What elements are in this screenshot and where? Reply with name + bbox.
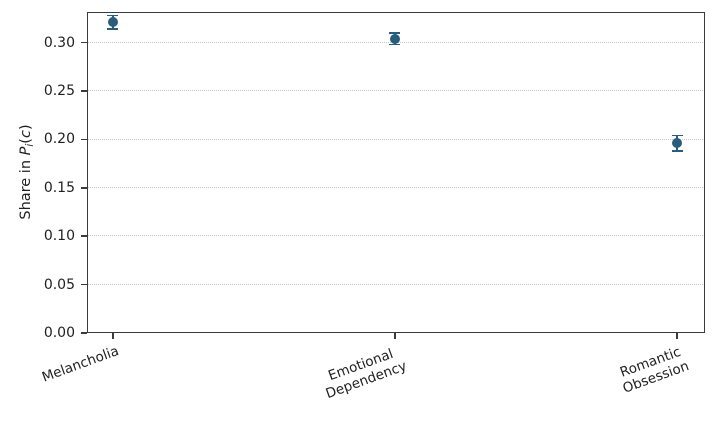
y-axis-title: Share in Pi(c) bbox=[18, 124, 36, 219]
y-tick-label-0.25: 0.25 bbox=[43, 82, 75, 99]
y-tick-label-0.00: 0.00 bbox=[43, 325, 75, 341]
error-cap-top-romantic-obsession bbox=[671, 134, 683, 137]
data-point-emotional-dependency bbox=[389, 33, 400, 44]
plot-frame bbox=[87, 12, 705, 333]
y-tick-label-0.05: 0.05 bbox=[43, 276, 75, 293]
y-tick-label-0.15: 0.15 bbox=[43, 179, 75, 196]
gridline-0.15 bbox=[87, 186, 705, 188]
error-cap-top-melancholia bbox=[107, 14, 119, 17]
y-axis-title-symbol: P bbox=[18, 146, 34, 156]
error-cap-bottom-melancholia bbox=[107, 28, 119, 30]
y-tick-0.30 bbox=[81, 41, 87, 44]
y-tick-0.15 bbox=[81, 187, 87, 189]
data-point-melancholia bbox=[107, 17, 118, 28]
y-tick-0.20 bbox=[81, 138, 87, 141]
x-tick-emotional-dependency bbox=[394, 333, 396, 339]
x-tick-label-melancholia: Melancholia bbox=[40, 343, 122, 386]
x-tick-romantic-obsession bbox=[676, 333, 678, 339]
gridline-0.10 bbox=[87, 235, 705, 237]
x-tick-melancholia bbox=[112, 333, 114, 339]
y-axis-title-arg: c bbox=[18, 130, 34, 139]
gridline-0.25 bbox=[87, 90, 705, 92]
y-axis-title-text: Share in bbox=[18, 155, 34, 220]
y-tick-label-0.30: 0.30 bbox=[43, 34, 75, 51]
error-cap-bottom-emotional-dependency bbox=[389, 43, 401, 46]
gridline-0.20 bbox=[87, 138, 705, 140]
data-point-romantic-obsession bbox=[672, 138, 683, 149]
error-cap-top-emotional-dependency bbox=[389, 32, 401, 34]
y-tick-label-0.20: 0.20 bbox=[43, 131, 75, 148]
y-tick-0.05 bbox=[81, 283, 87, 286]
error-cap-bottom-romantic-obsession bbox=[671, 150, 683, 152]
y-tick-0.00 bbox=[81, 332, 87, 334]
y-axis-title-paren-close: ) bbox=[18, 124, 34, 131]
x-tick-label-romantic-obsession: Romantic Obsession bbox=[617, 343, 692, 397]
y-axis-title-subscript: i bbox=[24, 143, 36, 147]
y-tick-0.25 bbox=[81, 90, 87, 92]
y-axis-title-paren-open: ( bbox=[18, 138, 34, 144]
y-tick-label-0.10: 0.10 bbox=[43, 228, 75, 245]
y-tick-0.10 bbox=[81, 235, 87, 237]
gridline-0.05 bbox=[87, 283, 705, 285]
x-tick-label-emotional-dependency: Emotional Dependency bbox=[323, 345, 409, 403]
